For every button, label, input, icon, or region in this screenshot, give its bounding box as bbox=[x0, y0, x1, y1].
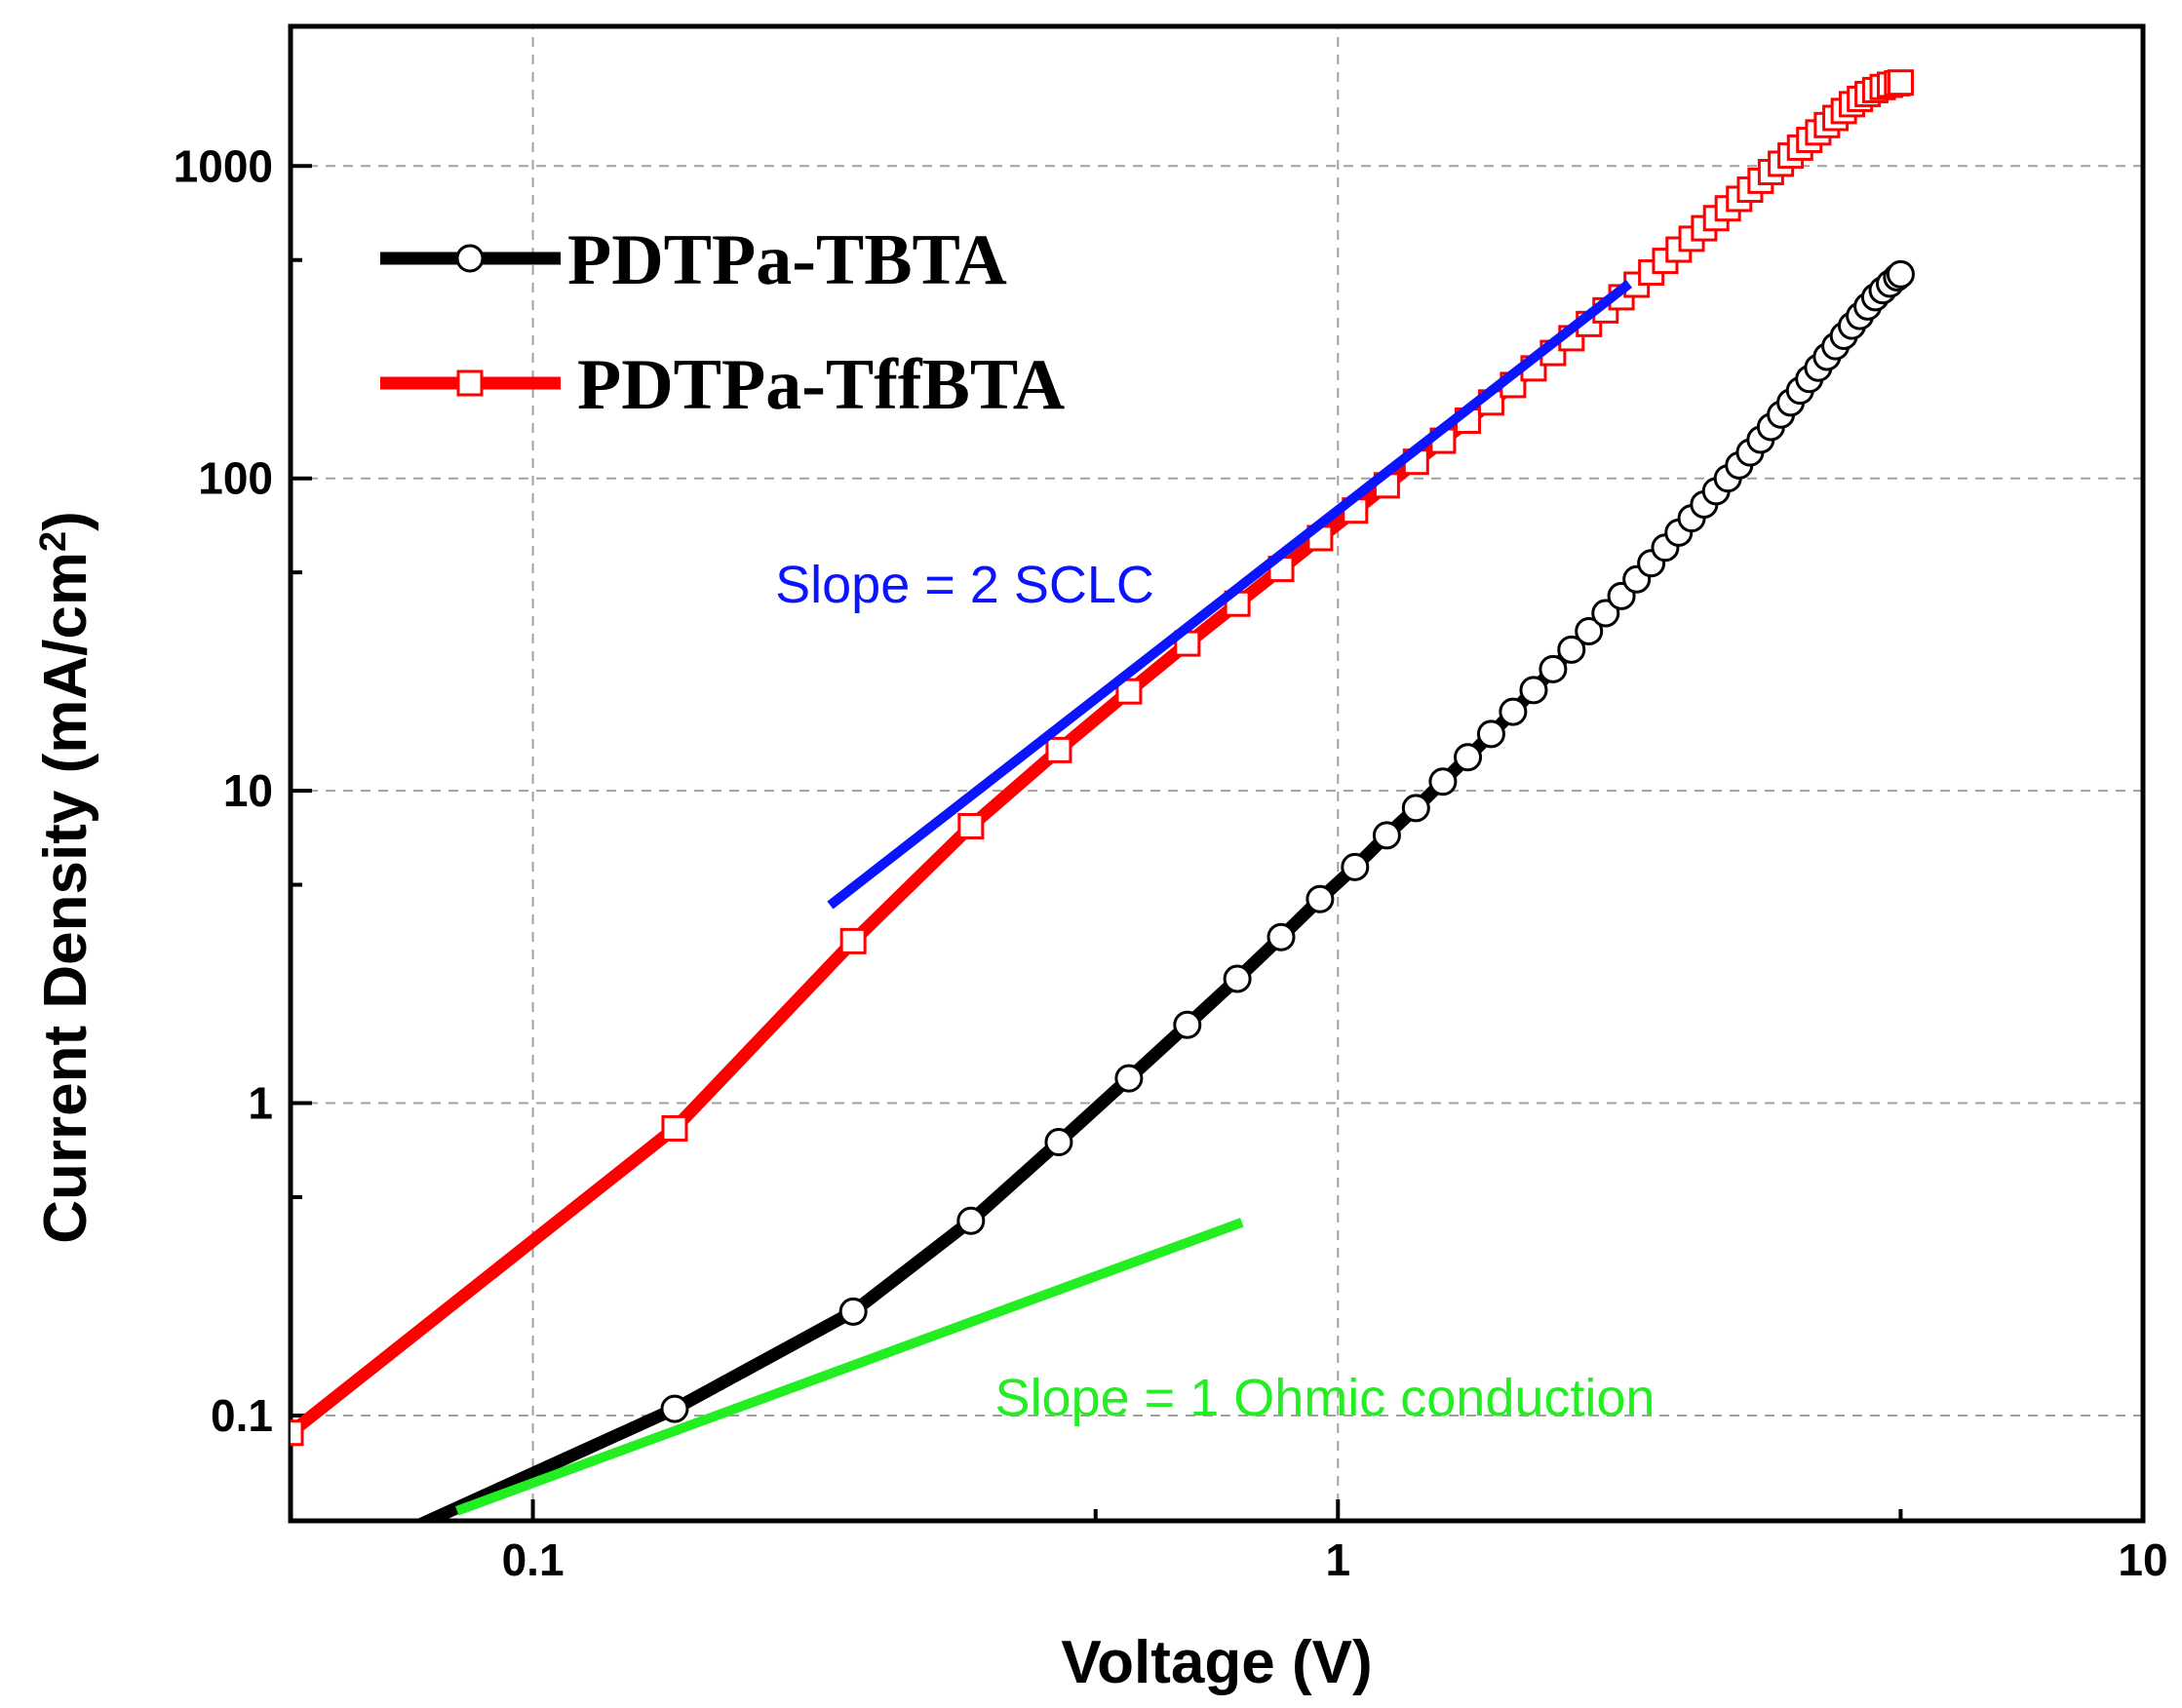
data-point bbox=[1428, 767, 1458, 796]
x-tick-label: 10 bbox=[2118, 1534, 2167, 1585]
data-point bbox=[660, 1394, 689, 1423]
y-tick-label: 1 bbox=[248, 1078, 273, 1129]
data-point bbox=[1575, 617, 1604, 646]
y-axis-title-sup: 2 bbox=[33, 531, 74, 552]
data-point bbox=[1173, 1010, 1202, 1039]
annotation: Slope = 2 SCLC bbox=[775, 556, 1154, 614]
data-point bbox=[839, 927, 867, 954]
data-point bbox=[1305, 884, 1335, 913]
data-point bbox=[278, 1571, 303, 1596]
x-tick-label: 1 bbox=[1325, 1534, 1350, 1585]
data-point bbox=[1114, 1064, 1144, 1093]
data-point bbox=[1539, 654, 1568, 683]
data-point bbox=[957, 812, 985, 839]
data-point bbox=[1886, 259, 1915, 289]
data-point bbox=[1044, 1128, 1073, 1157]
y-axis-title: Current Density (mA/cm2) bbox=[32, 511, 99, 1244]
y-tick-label: 1000 bbox=[174, 140, 273, 191]
fit-lines bbox=[455, 280, 1633, 1516]
series-0 bbox=[278, 259, 1915, 1596]
y-tick-label: 0.1 bbox=[211, 1390, 273, 1441]
data-point bbox=[1045, 736, 1072, 763]
data-point bbox=[1499, 697, 1528, 726]
legend-item: PDTPa-TBTA bbox=[380, 220, 1007, 300]
legend-marker bbox=[456, 369, 484, 397]
fit-line bbox=[455, 1218, 1244, 1516]
y-tick-label: 10 bbox=[223, 765, 273, 816]
y-tick-label: 100 bbox=[198, 453, 273, 504]
data-series bbox=[278, 69, 1915, 1596]
series-1 bbox=[291, 69, 1914, 1447]
axis-ticks: 0.1 1 10 0.1 1 10 100 1000 bbox=[174, 140, 2168, 1585]
fit-line bbox=[827, 280, 1633, 910]
data-point bbox=[838, 1297, 868, 1326]
data-point bbox=[1401, 794, 1430, 823]
data-point bbox=[1454, 743, 1483, 772]
legend-label: PDTPa-TBTA bbox=[567, 220, 1007, 300]
x-axis-title: Voltage (V) bbox=[1061, 1629, 1372, 1696]
annotation: Slope = 1 Ohmic conduction bbox=[995, 1369, 1656, 1427]
data-point bbox=[1519, 676, 1548, 705]
y-axis-title-close: ) bbox=[32, 511, 99, 531]
data-point bbox=[291, 1419, 304, 1447]
legend-item: PDTPa-TffBTA bbox=[380, 345, 1065, 425]
legend: PDTPa-TBTA PDTPa-TffBTA bbox=[380, 220, 1065, 425]
data-point bbox=[1266, 922, 1296, 951]
data-point bbox=[956, 1206, 986, 1235]
data-point bbox=[1341, 852, 1370, 881]
data-point bbox=[1115, 678, 1143, 705]
plot-frame bbox=[288, 23, 2146, 1524]
data-point bbox=[1591, 599, 1620, 628]
legend-marker bbox=[455, 244, 485, 273]
x-tick-label: 0.1 bbox=[502, 1534, 565, 1585]
data-point bbox=[1223, 964, 1252, 993]
data-point bbox=[1557, 635, 1586, 664]
data-point bbox=[1476, 719, 1505, 749]
annotations: Slope = 2 SCLC Slope = 1 Ohmic conduction bbox=[775, 556, 1655, 1427]
y-axis-title-main: Current Density (mA/cm bbox=[32, 552, 99, 1244]
data-point bbox=[1372, 821, 1401, 850]
legend-label: PDTPa-TffBTA bbox=[577, 345, 1065, 425]
data-point bbox=[661, 1114, 688, 1142]
data-point bbox=[1887, 69, 1914, 97]
grid bbox=[291, 26, 2143, 1521]
